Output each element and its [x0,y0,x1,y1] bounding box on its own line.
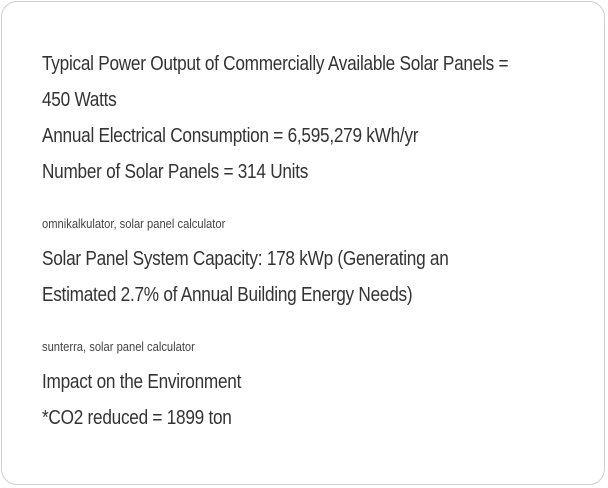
panel-power-output-line: Typical Power Output of Commercially Ava… [42,53,509,75]
system-capacity-line: Solar Panel System Capacity: 178 kWp (Ge… [42,248,449,270]
system-capacity-block: Solar Panel System Capacity: 178 kWp (Ge… [42,241,582,313]
annual-consumption-line: Annual Electrical Consumption = 6,595,27… [42,125,419,147]
system-capacity-line-2: Estimated 2.7% of Annual Building Energy… [42,284,413,306]
source-sunterra: sunterra, solar panel calculator [42,339,195,354]
environment-block: Impact on the Environment *CO2 reduced =… [42,364,582,436]
card-content: Typical Power Output of Commercially Ava… [42,46,582,436]
panel-power-output-value: 450 Watts [42,89,117,111]
solar-panel-block: Typical Power Output of Commercially Ava… [42,46,582,190]
environment-heading: Impact on the Environment [42,371,242,393]
panel-count-line: Number of Solar Panels = 314 Units [42,161,309,183]
source-omnikalkulator: omnikalkulator, solar panel calculator [42,216,226,231]
co2-reduced-line: *CO2 reduced = 1899 ton [42,407,232,429]
